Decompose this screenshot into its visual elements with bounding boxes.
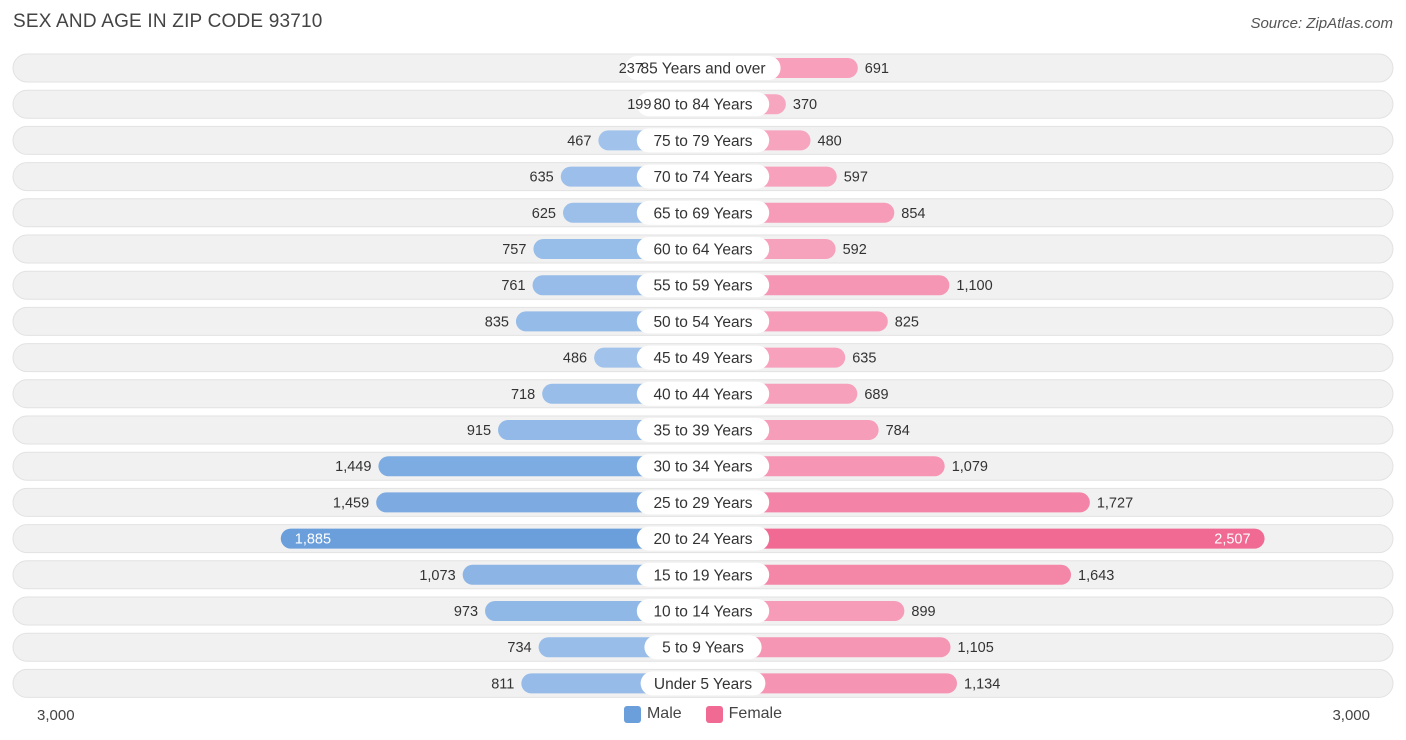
legend-swatch-male [623, 705, 641, 723]
value-label-male: 1,459 [333, 495, 369, 511]
legend-item-female[interactable]: Female [705, 705, 783, 723]
bar-male [376, 492, 703, 513]
value-label-male: 1,073 [419, 568, 455, 584]
category-label-bg [636, 418, 770, 442]
value-label-female: 1,105 [958, 640, 994, 656]
value-label-male: 835 [485, 314, 509, 330]
category-label: 80 to 84 Years [653, 97, 752, 114]
bar-female [703, 528, 1265, 549]
category-label-bg [636, 526, 770, 551]
value-label-female: 899 [911, 604, 935, 620]
value-label-female: 825 [895, 314, 919, 330]
bar-female [703, 637, 951, 658]
category-label: 5 to 9 Years [662, 640, 744, 657]
category-label-bg [636, 237, 770, 261]
bar-male [378, 456, 703, 477]
category-label-bg [636, 599, 770, 623]
legend: Male Female [0, 705, 1406, 723]
category-label-bg [636, 200, 770, 225]
category-label: Under 5 Years [654, 676, 752, 693]
category-label: 75 to 79 Years [653, 133, 752, 150]
value-label-male: 486 [563, 351, 587, 367]
category-label: 20 to 24 Years [653, 531, 752, 548]
value-label-female: 784 [886, 423, 910, 439]
bar-female [703, 492, 1090, 513]
category-label: 45 to 49 Years [653, 350, 752, 367]
category-label: 35 to 39 Years [653, 423, 752, 440]
bar-male [280, 528, 703, 549]
category-label-bg [636, 273, 770, 298]
value-label-male: 1,885 [295, 532, 331, 548]
category-label-bg [636, 490, 770, 515]
legend-label-female: Female [728, 705, 783, 722]
value-label-male: 915 [467, 423, 491, 439]
axis-left-label: 3,000 [37, 707, 75, 724]
value-label-female: 592 [843, 242, 867, 258]
category-label-bg [640, 671, 766, 696]
value-label-female: 1,134 [964, 676, 1000, 692]
value-label-male: 973 [454, 604, 478, 620]
value-label-female: 1,079 [952, 459, 988, 475]
value-label-male: 635 [530, 170, 554, 186]
value-label-male: 467 [567, 133, 591, 149]
value-label-male: 734 [507, 640, 531, 656]
value-label-male: 811 [491, 676, 514, 692]
legend-item-male[interactable]: Male [623, 705, 682, 723]
category-label: 15 to 19 Years [653, 567, 752, 584]
legend-label-male: Male [646, 705, 682, 722]
value-label-male: 757 [502, 242, 526, 258]
value-label-male: 761 [501, 278, 525, 294]
value-label-male: 718 [511, 387, 535, 403]
value-label-female: 691 [865, 61, 889, 77]
value-label-female: 689 [864, 387, 888, 403]
value-label-female: 370 [793, 97, 817, 113]
value-label-female: 2,507 [1214, 532, 1250, 548]
value-label-female: 1,727 [1097, 495, 1133, 511]
value-label-female: 1,100 [956, 278, 992, 294]
bar-female [703, 564, 1072, 585]
category-label-bg [636, 381, 770, 406]
category-label: 55 to 59 Years [653, 278, 752, 295]
value-label-female: 480 [818, 133, 842, 149]
value-label-male: 237 [619, 61, 643, 77]
chart-title: SEX AND AGE IN ZIP CODE 93710 [13, 11, 323, 32]
category-label-bg [636, 164, 770, 189]
category-label-bg [636, 128, 770, 153]
bar-female [703, 673, 958, 694]
category-label: 65 to 69 Years [653, 205, 752, 222]
category-label-bg [625, 56, 781, 80]
category-label: 85 Years and over [641, 61, 766, 78]
category-label: 70 to 74 Years [653, 169, 752, 186]
axis-right-label: 3,000 [1332, 707, 1370, 724]
value-label-female: 1,643 [1078, 568, 1114, 584]
category-label: 25 to 29 Years [653, 495, 752, 512]
category-label-bg [636, 92, 770, 117]
value-label-male: 625 [532, 206, 556, 222]
category-label: 30 to 34 Years [653, 459, 752, 476]
legend-swatch-female [705, 705, 723, 723]
value-label-male: 199 [627, 97, 651, 113]
value-label-male: 1,449 [335, 459, 371, 475]
category-label: 40 to 44 Years [653, 386, 752, 403]
category-label-bg [644, 635, 762, 660]
category-label-bg [636, 345, 770, 370]
category-label: 10 to 14 Years [653, 604, 752, 621]
category-label: 60 to 64 Years [653, 242, 752, 259]
value-label-female: 854 [901, 206, 925, 222]
category-label-bg [636, 454, 770, 479]
category-label-bg [636, 562, 770, 587]
category-label-bg [636, 309, 770, 334]
value-label-female: 635 [852, 351, 876, 367]
category-label: 50 to 54 Years [653, 314, 752, 331]
value-label-female: 597 [844, 170, 868, 186]
source-label: Source: ZipAtlas.com [1250, 15, 1393, 32]
